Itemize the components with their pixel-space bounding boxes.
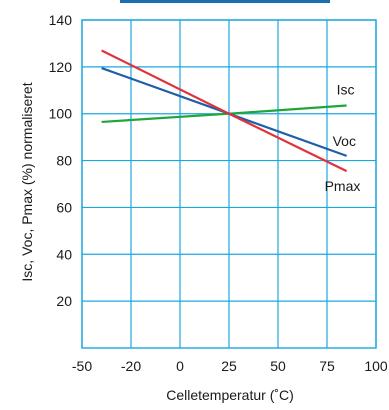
y-tick-label: 40 bbox=[56, 246, 72, 262]
series-labels: Isc Voc Pmax bbox=[325, 82, 361, 195]
y-tick-label: 20 bbox=[56, 293, 72, 309]
top-heading-fragment bbox=[120, 0, 330, 3]
y-tick-label: 140 bbox=[49, 12, 73, 28]
x-tick-label: 25 bbox=[221, 358, 237, 374]
series-label-isc: Isc bbox=[337, 82, 355, 98]
x-axis-title: Celletemperatur (˚C) bbox=[166, 387, 294, 403]
y-tick-label: 60 bbox=[56, 199, 72, 215]
x-tick-label: 0 bbox=[176, 358, 184, 374]
x-axis: -50 -20 0 25 50 75 100 bbox=[72, 358, 388, 374]
series-line-pmax bbox=[101, 49, 348, 173]
y-tick-label: 120 bbox=[49, 59, 73, 75]
y-axis-title: Isc, Voc, Pmax (%) normaliseret bbox=[19, 82, 35, 281]
series-lines bbox=[101, 49, 348, 173]
x-tick-label: 100 bbox=[364, 358, 388, 374]
x-tick-label: -20 bbox=[121, 358, 141, 374]
series-label-pmax: Pmax bbox=[325, 178, 361, 194]
plot-frame bbox=[81, 19, 377, 349]
x-tick-label: 75 bbox=[319, 358, 335, 374]
y-tick-label: 80 bbox=[56, 153, 72, 169]
x-tick-label: 50 bbox=[270, 358, 286, 374]
y-axis: 20 40 60 80 100 120 140 bbox=[49, 12, 73, 309]
y-tick-label: 100 bbox=[49, 106, 73, 122]
series-label-voc: Voc bbox=[333, 133, 356, 149]
x-tick-label: -50 bbox=[72, 358, 92, 374]
